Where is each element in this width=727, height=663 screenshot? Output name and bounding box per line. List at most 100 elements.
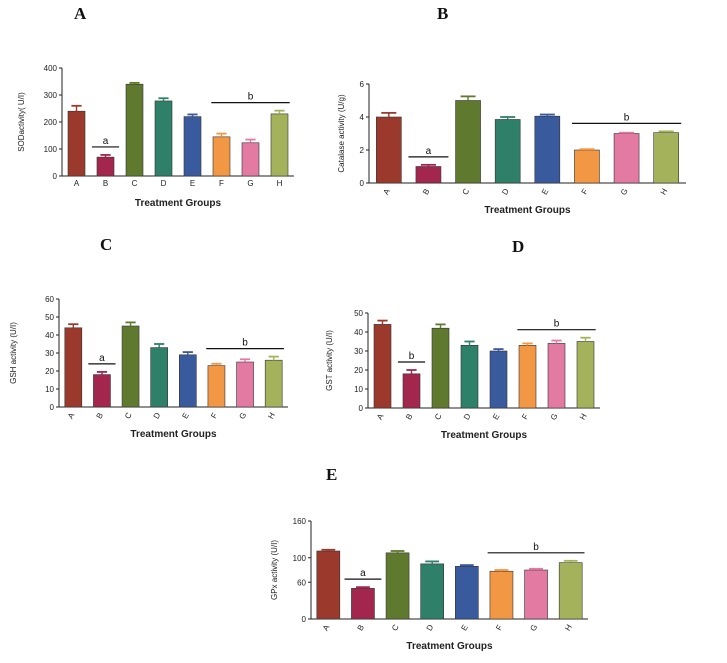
significance-label: b xyxy=(533,542,539,553)
y-axis-label: GST activity (U/I) xyxy=(325,330,334,391)
x-tick-label: B xyxy=(356,623,366,632)
bar-a xyxy=(373,324,392,409)
y-axis-label: Catalase activity (U/g) xyxy=(337,94,346,173)
x-tick-label: D xyxy=(161,179,167,188)
x-tick-label: H xyxy=(277,179,283,188)
x-tick-label: E xyxy=(491,412,501,421)
x-tick-label: B xyxy=(103,179,108,188)
y-tick-label: 200 xyxy=(44,118,58,127)
x-tick-label: A xyxy=(321,623,332,633)
x-tick-label: D xyxy=(500,187,511,197)
bar-c xyxy=(455,100,481,184)
x-tick-label: E xyxy=(190,179,195,188)
chart-b: 0 2 4 6 A B C D E F G Ha b Treatment Groups Catalase a… xyxy=(337,80,686,216)
bar-h xyxy=(264,359,283,408)
bar-c xyxy=(385,552,410,620)
x-tick-label: C xyxy=(132,179,138,188)
x-tick-label: G xyxy=(237,411,248,421)
x-tick-label: G xyxy=(549,412,560,422)
y-tick-label: 30 xyxy=(45,349,54,358)
x-tick-label: F xyxy=(520,412,530,421)
bar-h xyxy=(558,562,583,620)
bar-f xyxy=(489,570,514,620)
x-tick-label: C xyxy=(123,411,134,421)
significance-label: b xyxy=(409,351,415,362)
y-tick-label: 160 xyxy=(293,517,307,526)
bar-f xyxy=(207,365,226,408)
bar-b xyxy=(402,373,421,409)
x-tick-label: H xyxy=(578,412,589,422)
x-tick-label: B xyxy=(95,411,105,420)
bar-c xyxy=(121,325,140,408)
bar-a xyxy=(64,327,83,408)
x-tick-label: D xyxy=(425,623,436,633)
panel-letter-d: D xyxy=(512,237,525,256)
chart-e: 0 60 100 160 A B C D E F G Ha b Treatment Groups GPx a… xyxy=(270,517,588,652)
x-axis-label: Treatment Groups xyxy=(484,205,571,216)
y-tick-label: 100 xyxy=(293,554,307,563)
bar-d xyxy=(150,347,168,408)
bar-b xyxy=(93,374,111,408)
bar-d xyxy=(494,119,521,184)
x-axis-label: Treatment Groups xyxy=(135,198,222,209)
bar-f xyxy=(212,136,231,177)
x-tick-label: E xyxy=(540,187,550,196)
x-tick-label: C xyxy=(461,187,472,197)
x-tick-label: F xyxy=(209,411,219,420)
chart-d: 0 10 20 30 40 50 A B C D E F G Hb b Treatment Groups GST… xyxy=(325,309,600,441)
x-axis-label: Treatment Groups xyxy=(130,429,217,440)
y-tick-label: 300 xyxy=(44,91,58,100)
bar-d xyxy=(460,344,479,409)
bar-a xyxy=(376,116,402,184)
bar-e xyxy=(179,354,197,408)
y-tick-label: 0 xyxy=(50,403,55,412)
bar-e xyxy=(183,116,202,177)
x-tick-label: G xyxy=(528,623,539,633)
bar-g xyxy=(241,142,260,177)
chart-c: 0 10 20 30 40 50 60 A B C D E F G Ha b Treatment Groups G… xyxy=(9,295,288,440)
y-tick-label: 0 xyxy=(53,172,58,181)
x-tick-label: B xyxy=(421,187,431,196)
y-tick-label: 20 xyxy=(354,366,363,375)
panel-letter-a: A xyxy=(74,4,87,23)
bar-g xyxy=(236,361,254,408)
bar-f xyxy=(574,149,600,184)
x-tick-label: A xyxy=(74,179,80,188)
y-tick-label: 60 xyxy=(45,295,54,304)
y-tick-label: 30 xyxy=(354,347,363,356)
bar-b xyxy=(96,156,115,177)
y-tick-label: 10 xyxy=(354,385,363,394)
y-tick-label: 100 xyxy=(44,145,58,154)
bar-c xyxy=(431,327,450,409)
y-tick-label: 40 xyxy=(354,328,363,337)
bar-g xyxy=(524,569,548,620)
bar-d xyxy=(420,563,444,620)
chart-a: 0 100 200 300 400 A B C D E F G Ha b Treatment Groups S… xyxy=(17,64,294,209)
x-axis-label: Treatment Groups xyxy=(406,641,493,652)
bar-e xyxy=(455,566,479,620)
x-tick-label: D xyxy=(152,411,163,421)
x-tick-label: H xyxy=(659,187,670,197)
significance-label: b xyxy=(248,92,254,103)
x-tick-label: G xyxy=(247,179,253,188)
bar-b xyxy=(415,166,442,184)
y-tick-label: 10 xyxy=(45,385,54,394)
x-tick-label: C xyxy=(433,412,444,422)
bar-h xyxy=(576,341,595,409)
y-tick-label: 0 xyxy=(359,404,364,413)
bar-a xyxy=(316,550,341,620)
y-tick-label: 20 xyxy=(45,367,54,376)
x-tick-label: A xyxy=(381,187,392,197)
y-axis-label: GPx activity (U/I) xyxy=(270,540,279,600)
significance-label: b xyxy=(624,112,630,123)
bar-e xyxy=(489,350,508,409)
x-tick-label: G xyxy=(619,187,630,197)
panel-letter-b: B xyxy=(437,4,449,23)
panel-letter-c: C xyxy=(100,235,113,254)
significance-label: a xyxy=(103,136,109,147)
significance-label: a xyxy=(360,568,366,579)
bar-h xyxy=(653,132,679,184)
bar-e xyxy=(534,115,561,184)
x-tick-label: E xyxy=(180,411,190,420)
y-tick-label: 6 xyxy=(360,80,365,89)
